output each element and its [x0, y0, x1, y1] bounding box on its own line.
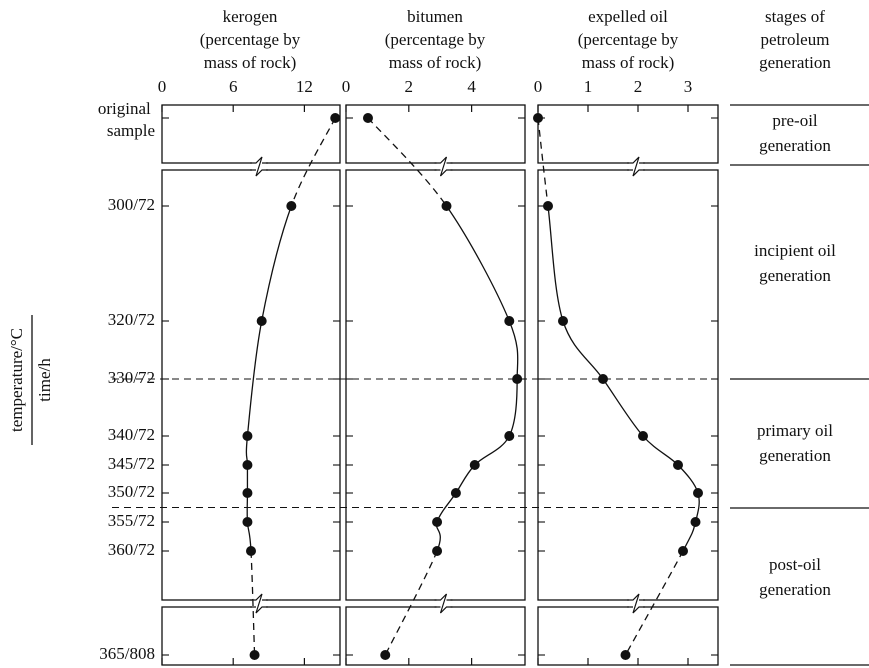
panel-frame: [345, 606, 526, 666]
axis-break: [627, 593, 645, 614]
data-point: [432, 517, 443, 527]
axis-break: [250, 593, 268, 614]
panel-frame: [161, 169, 341, 601]
stages-title: generation: [759, 53, 831, 72]
data-point: [533, 113, 543, 123]
data-point: [242, 517, 253, 527]
data-point: [690, 517, 701, 527]
data-point: [673, 460, 683, 470]
data-point: [638, 431, 648, 441]
panel-frame: [345, 169, 526, 601]
x-tick-label: 1: [584, 77, 593, 96]
x-tick-label: 12: [296, 77, 313, 96]
curve: [435, 205, 519, 552]
data-point: [504, 431, 515, 441]
x-tick-label: 0: [534, 77, 543, 96]
y-tick-label: 345/72: [108, 454, 155, 473]
stage-label: pre-oil: [772, 111, 818, 130]
data-point: [432, 546, 443, 556]
data-point: [249, 650, 260, 660]
data-point: [504, 316, 515, 326]
x-tick-label: 3: [684, 77, 693, 96]
data-point: [469, 460, 480, 470]
y-tick-label: 320/72: [108, 310, 155, 329]
panel-frame: [345, 104, 526, 164]
panel-unit: (percentage by: [385, 30, 486, 49]
stage-label: post-oil: [769, 555, 821, 574]
x-tick-label: 4: [467, 77, 476, 96]
curve: [250, 550, 256, 656]
y-tick-label: 360/72: [108, 540, 155, 559]
x-tick-label: 6: [229, 77, 238, 96]
stage-label: generation: [759, 580, 831, 599]
axis-break: [250, 156, 268, 177]
data-point: [242, 431, 253, 441]
data-point: [441, 201, 452, 211]
y-axis-numerator: temperature/°C: [7, 328, 26, 432]
stages-title: stages of: [765, 7, 825, 26]
panel-unit: (percentage by: [200, 30, 301, 49]
curve: [384, 550, 438, 656]
curve: [290, 117, 336, 207]
stage-label: generation: [759, 446, 831, 465]
stage-label: generation: [759, 136, 831, 155]
panel-unit: mass of rock): [582, 53, 675, 72]
x-tick-label: 0: [158, 77, 167, 96]
stage-label: generation: [759, 266, 831, 285]
curve: [537, 117, 549, 207]
data-point: [242, 488, 253, 498]
x-tick-label: 0: [342, 77, 351, 96]
data-point: [450, 488, 461, 498]
y-tick-label: original sample: [98, 99, 155, 140]
axis-break: [434, 156, 453, 177]
y-tick-label: 330/72: [108, 368, 155, 387]
data-point: [286, 201, 297, 211]
data-point: [558, 316, 568, 326]
data-point: [598, 374, 608, 384]
data-point: [512, 374, 523, 384]
y-tick-label: 355/72: [108, 511, 155, 530]
stages-title: petroleum: [761, 30, 830, 49]
data-point: [380, 650, 391, 660]
stage-label: incipient oil: [754, 241, 836, 260]
panel-title: bitumen: [407, 7, 463, 26]
panel-title: kerogen: [223, 7, 278, 26]
data-point: [693, 488, 703, 498]
data-point: [242, 460, 253, 470]
panel-title: expelled oil: [588, 7, 668, 26]
data-point: [256, 316, 267, 326]
panel-unit: (percentage by: [578, 30, 679, 49]
y-axis-denominator: time/h: [35, 358, 54, 402]
curve: [367, 117, 448, 207]
y-tick-label: 340/72: [108, 425, 155, 444]
axis-break: [627, 156, 645, 177]
stage-label: primary oil: [757, 421, 833, 440]
panel-unit: mass of rock): [204, 53, 297, 72]
data-point: [543, 201, 553, 211]
axis-break: [434, 593, 453, 614]
data-point: [362, 113, 373, 123]
x-tick-label: 2: [405, 77, 414, 96]
data-point: [620, 650, 631, 660]
y-tick-label: 300/72: [108, 195, 155, 214]
panel-frame: [161, 104, 341, 164]
y-tick-label: 350/72: [108, 482, 155, 501]
y-tick-label: 365/808: [99, 644, 155, 663]
data-point: [330, 113, 341, 123]
panel-frame: [537, 104, 719, 164]
x-tick-label: 2: [634, 77, 643, 96]
data-point: [246, 546, 256, 556]
data-point: [678, 546, 688, 556]
curve: [624, 550, 684, 656]
panel-unit: mass of rock): [389, 53, 482, 72]
